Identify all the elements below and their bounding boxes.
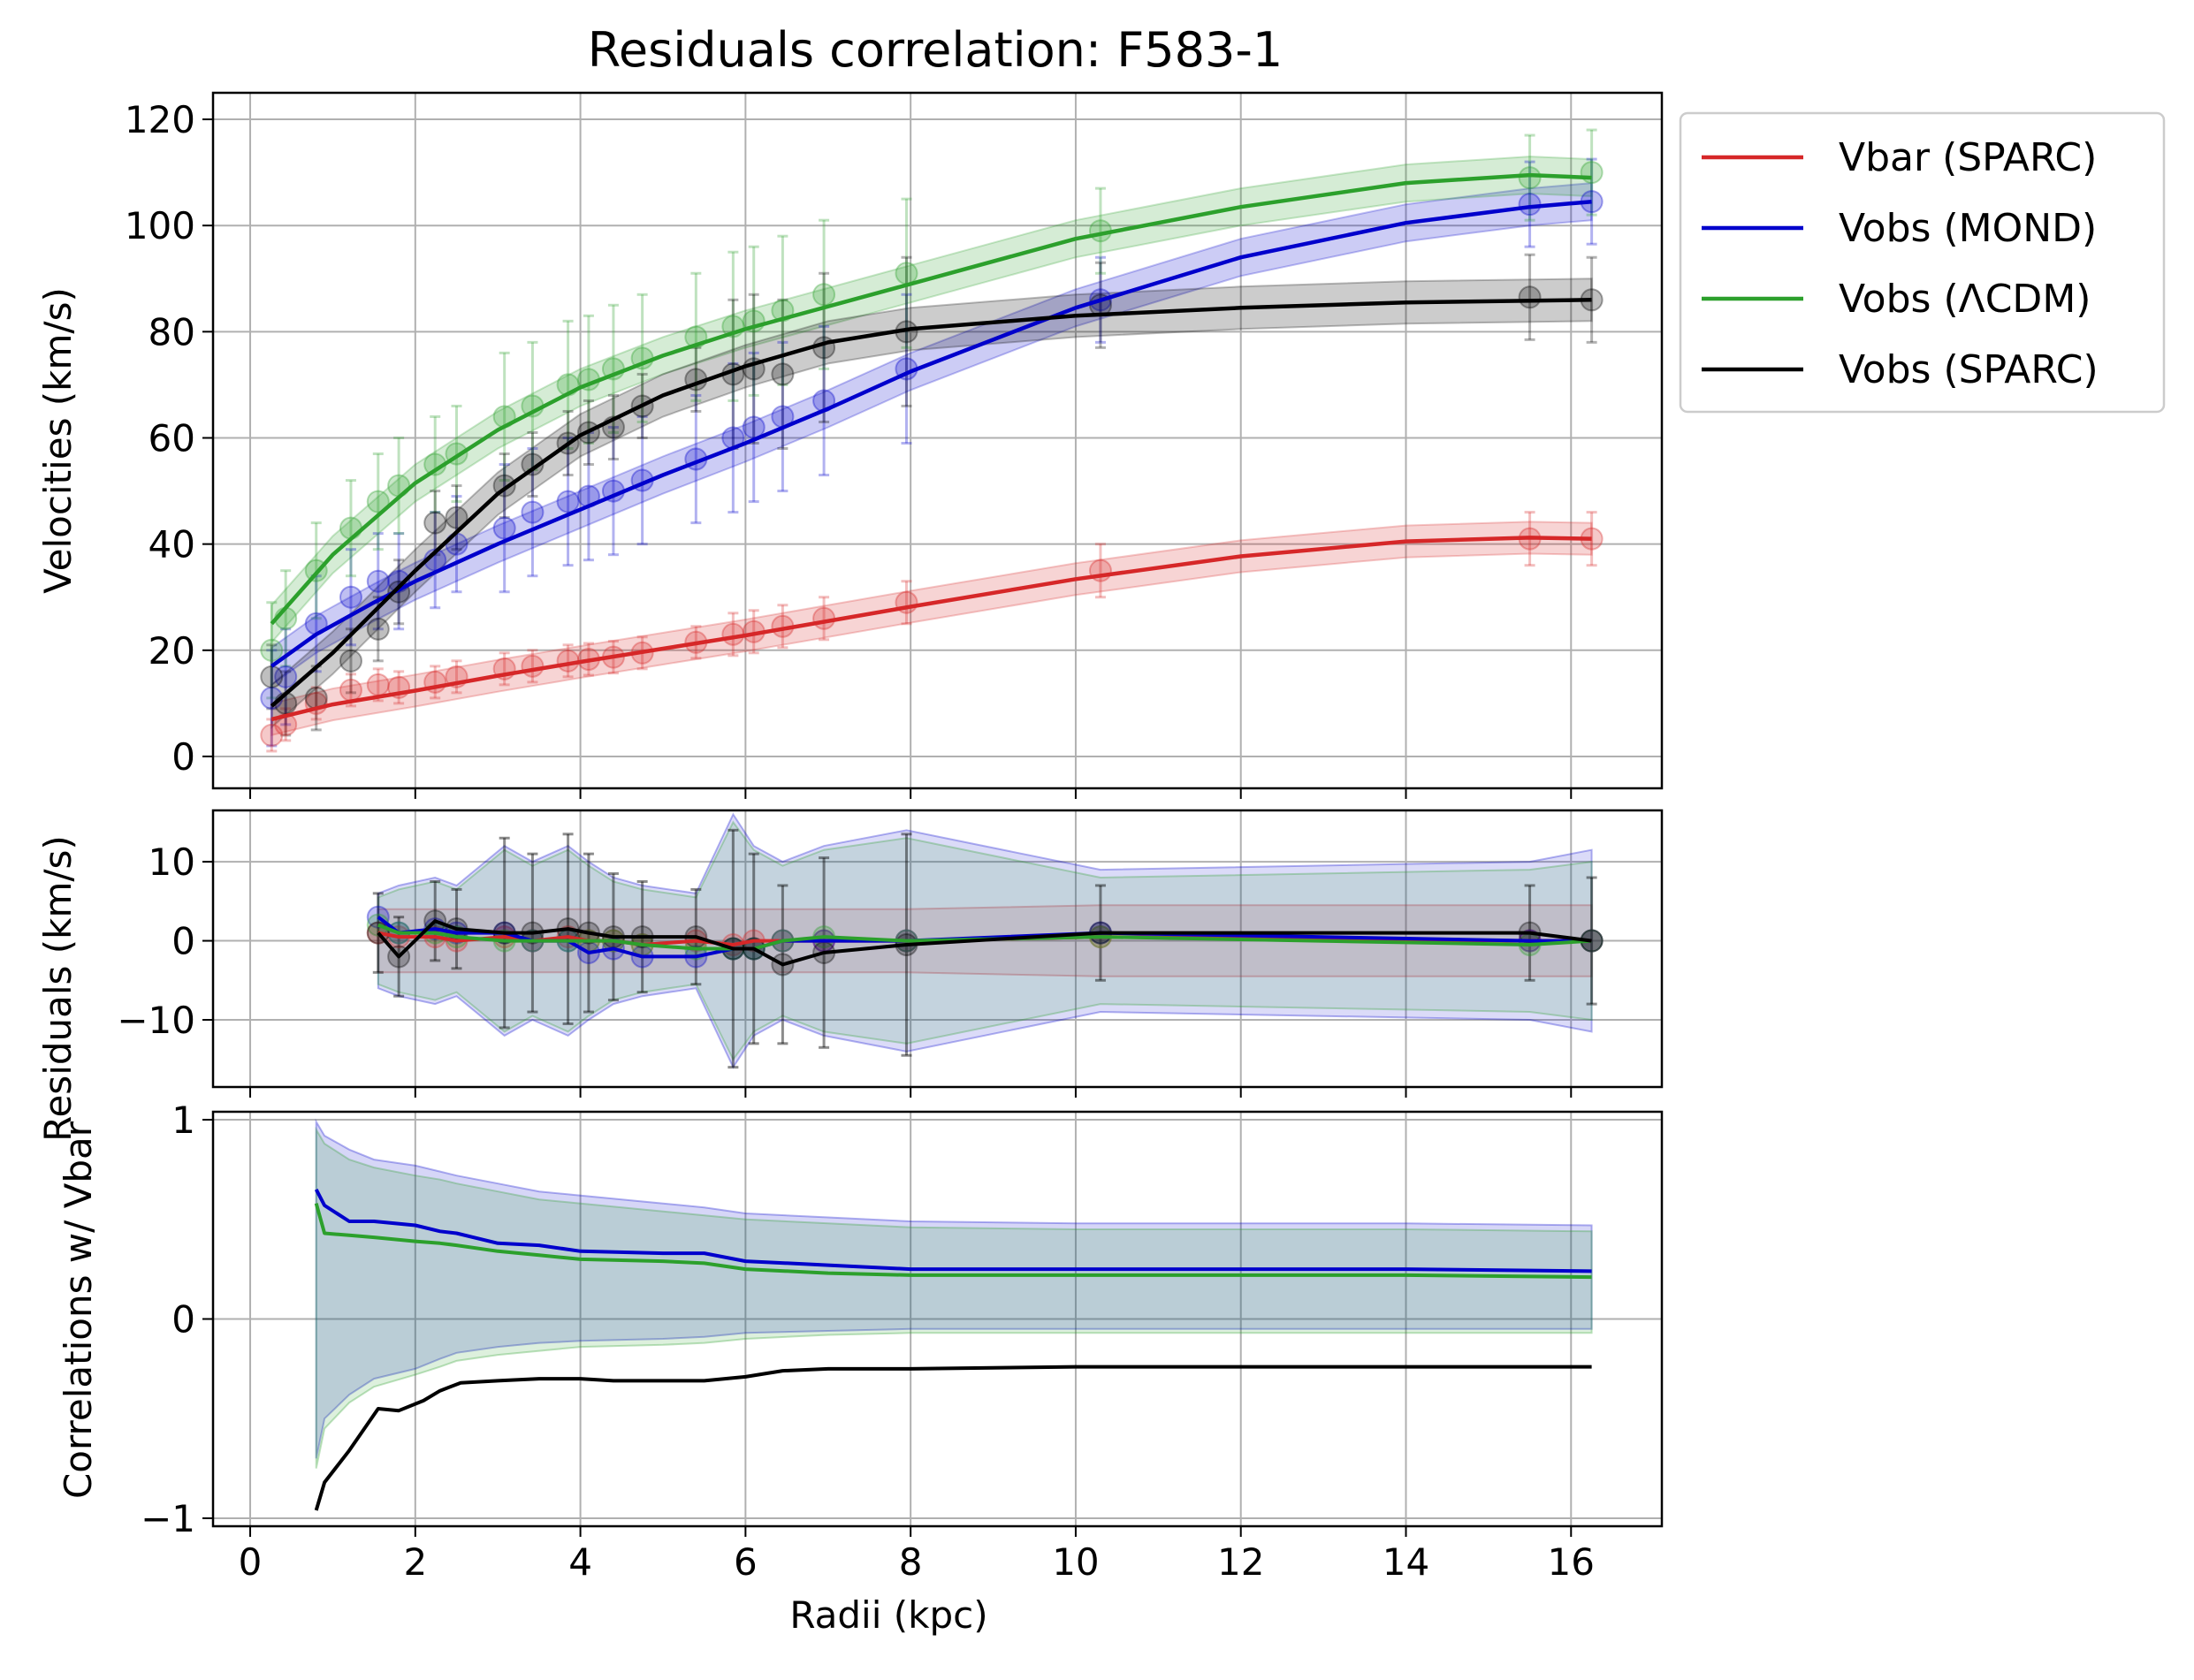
lcdm-data-point [1518, 166, 1542, 190]
mond-data-point [492, 516, 516, 540]
residuals-ticks: 10 0 −10 [117, 840, 1573, 1098]
lcdm-data-point [339, 516, 362, 540]
mond-data-point [339, 585, 362, 609]
y-tick-label: −1 [141, 1497, 195, 1540]
lcdm-data-point [812, 283, 836, 307]
sparc-data-point [260, 665, 284, 688]
mond-correlation-line [314, 1188, 1592, 1273]
lcdm-data-point [1580, 161, 1604, 185]
residuals-frame [211, 809, 1664, 1089]
lcdm-fit-band [270, 156, 1593, 645]
x-tick-label: 0 [239, 1540, 263, 1584]
lcdm-data-point [366, 490, 390, 513]
velocities-lines [270, 172, 1592, 722]
mond-data-point [366, 569, 390, 593]
mond-data-point [556, 490, 580, 513]
y-tick-label: 120 [125, 98, 195, 141]
y-tick-label: 40 [149, 523, 195, 566]
vbar-data-point [260, 723, 284, 747]
sparc-residual-line [377, 919, 1592, 967]
y-tick-label: 20 [149, 629, 195, 673]
y-tick-label: 10 [149, 840, 195, 884]
figure-title: Residuals correlation: F583-1 [588, 22, 1283, 78]
velocities-grid [213, 93, 1662, 788]
sparc-data-point [445, 506, 469, 529]
correlations-grid [213, 1112, 1662, 1526]
velocities-panel: 0 20 40 60 80 100 120 Velocities (km/s) [36, 91, 1664, 799]
y-tick-label: 0 [171, 1298, 195, 1342]
x-tick-label: 14 [1383, 1540, 1429, 1584]
vbar-data-point [339, 678, 362, 702]
sparc-data-point [339, 649, 362, 673]
y-tick-label: 0 [171, 735, 195, 779]
correlations-ylabel: Correlations w/ Vbar [57, 1121, 100, 1499]
vbar-data-point [812, 606, 836, 630]
x-tick-label: 8 [899, 1540, 923, 1584]
vbar-fit-band [270, 521, 1593, 737]
mond-data-point [1518, 193, 1542, 217]
y-tick-label: 60 [149, 416, 195, 460]
mond-data-point [521, 500, 545, 524]
sparc-fit-line [270, 298, 1592, 708]
lcdm-data-point [260, 638, 284, 662]
mond-data-point [274, 665, 298, 688]
sparc-data-point [366, 617, 390, 641]
x-tick-label: 10 [1052, 1540, 1099, 1584]
legend-label-vbar: Vbar (SPARC) [1839, 135, 2097, 180]
residuals-ylabel: Residuals (km/s) [36, 835, 80, 1142]
legend-label-lcdm: Vobs (ΛCDM) [1839, 277, 2091, 322]
velocities-bands [270, 156, 1593, 737]
lcdm-data-point [895, 262, 918, 285]
x-tick-label: 2 [403, 1540, 427, 1584]
legend: Vbar (SPARC) Vobs (MOND) Vobs (ΛCDM) Vobs (… [1679, 111, 2166, 414]
legend-label-sparc: Vobs (SPARC) [1839, 347, 2099, 392]
lcdm-residual-line [377, 923, 1592, 951]
mond-fit-band [270, 182, 1593, 687]
sparc-data-point [771, 362, 795, 386]
correlations-bands [315, 1118, 1593, 1469]
legend-box [1679, 111, 2166, 414]
velocities-ticks: 0 20 40 60 80 100 120 [125, 98, 1573, 799]
sparc-fit-band [270, 277, 1593, 730]
lcdm-correlation-band [315, 1126, 1593, 1469]
lcdm-fit-line [270, 172, 1592, 626]
velocities-ylabel: Velocities (km/s) [36, 287, 80, 594]
mond-correlation-band [315, 1118, 1593, 1459]
y-tick-label: 0 [171, 920, 195, 963]
correlations-xlabel: Radii (kpc) [789, 1593, 987, 1637]
vbar-data-point [366, 673, 390, 696]
y-tick-label: 80 [149, 310, 195, 353]
sparc-data-point [521, 452, 545, 476]
y-tick-label: −10 [117, 999, 195, 1042]
vbar-data-point [521, 654, 545, 678]
sparc-data-point [1518, 285, 1542, 309]
y-tick-label: 100 [125, 204, 195, 247]
correlations-lines [314, 1188, 1592, 1511]
x-tick-label: 12 [1217, 1540, 1264, 1584]
legend-label-mond: Vobs (MOND) [1839, 206, 2097, 251]
residuals-panel: 10 0 −10 Residuals (km/s) [36, 809, 1664, 1142]
lcdm-correlation-line [314, 1203, 1592, 1280]
y-tick-label: 1 [171, 1098, 195, 1142]
sparc-correlation-line [314, 1365, 1592, 1511]
x-tick-label: 6 [734, 1540, 758, 1584]
vbar-fit-line [270, 536, 1592, 722]
residuals-lines [377, 916, 1592, 967]
x-tick-label: 16 [1548, 1540, 1595, 1584]
velocities-frame [211, 91, 1664, 790]
sparc-data-point [423, 511, 447, 535]
x-tick-label: 4 [568, 1540, 592, 1584]
